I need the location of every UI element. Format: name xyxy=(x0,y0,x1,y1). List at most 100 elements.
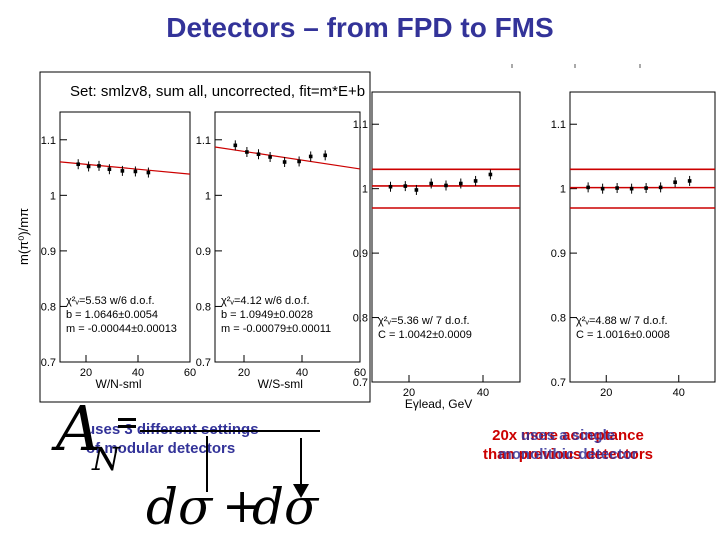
plot-frame xyxy=(214,111,361,363)
data-point xyxy=(644,186,648,190)
y-axis-label: m(π⁰)/mπ xyxy=(16,208,31,265)
slide-title: Detectors – from FPD to FMS xyxy=(166,12,554,43)
data-point xyxy=(429,181,433,186)
arrow-down-icon xyxy=(300,438,302,488)
data-point xyxy=(146,170,151,175)
formula-vbar xyxy=(206,436,208,492)
y-tick-label: 0.7 xyxy=(41,357,56,369)
formula-hline xyxy=(140,430,320,432)
data-point xyxy=(388,184,393,189)
y-tick-label: 0.9 xyxy=(353,248,368,260)
x-tick-label: 20 xyxy=(403,387,415,399)
charts-group: 0.7 0.8 0.9 1 1.1 20 40 60 W/N-sml χ²ᵥ=5.53 w/6 d… xyxy=(41,91,716,411)
y-tick-label: 0.7 xyxy=(353,377,368,389)
x-tick-label: 40 xyxy=(132,367,144,379)
note-right-overlay: uses a single monolithic detector xyxy=(452,426,684,464)
formula-dsigma-1: dσ xyxy=(146,478,213,536)
note-right-blue-line: uses a single xyxy=(520,427,616,444)
formula-n: N xyxy=(92,440,120,478)
y-tick-label: 1 xyxy=(205,190,211,202)
data-point xyxy=(586,185,590,190)
fit-annotation: b = 1.0646±0.0054 xyxy=(66,309,158,321)
data-point xyxy=(256,152,261,157)
data-point xyxy=(233,143,238,148)
y-tick-label: 0.9 xyxy=(551,248,566,260)
fit-line xyxy=(214,146,361,170)
y-tick-label: 0.8 xyxy=(196,301,211,313)
fit-annotation: C = 1.0042±0.0009 xyxy=(378,329,472,341)
fit-annotation: b = 1.0949±0.0028 xyxy=(221,309,313,321)
data-point xyxy=(658,185,663,190)
note-right-red-line: 20x more acceptance xyxy=(492,427,644,444)
note-right-blue-line: monolithic detector xyxy=(498,446,638,463)
x-tick-label: 40 xyxy=(477,387,489,399)
x-tick-label: 20 xyxy=(238,367,250,379)
note-left-line: of modular detectors xyxy=(86,440,236,457)
data-point xyxy=(403,184,408,188)
data-point xyxy=(86,164,91,169)
formula-bar xyxy=(118,418,136,421)
data-point xyxy=(673,180,677,185)
y-tick-label: 1 xyxy=(560,184,566,196)
fit-annotation: m = -0.00044±0.00013 xyxy=(66,323,177,335)
arrow-head-icon xyxy=(293,484,309,498)
plot-frame xyxy=(569,91,716,383)
y-tick-label: 1.1 xyxy=(551,119,566,131)
x-tick-label: 20 xyxy=(80,367,92,379)
x-axis-label: Eγlead, GeV xyxy=(405,397,472,411)
fit-annotation: m = -0.00079±0.00011 xyxy=(221,323,331,335)
formula-bar xyxy=(118,425,136,428)
data-point xyxy=(615,186,619,190)
data-point xyxy=(297,159,301,164)
plot-frame xyxy=(59,111,191,363)
y-tick-label: 0.8 xyxy=(551,313,566,325)
data-point xyxy=(268,155,272,159)
x-axis-label: W/S-sml xyxy=(258,377,303,391)
data-point xyxy=(459,181,463,186)
data-point xyxy=(444,183,448,188)
y-tick-label: 1 xyxy=(362,184,368,196)
x-axis-label: W/N-sml xyxy=(96,377,142,391)
y-tick-label: 0.8 xyxy=(41,301,56,313)
y-tick-label: 0.7 xyxy=(196,357,211,369)
data-point xyxy=(687,179,692,183)
formula-plus: + xyxy=(222,478,263,534)
fit-annotation: χ²ᵥ=5.53 w/6 d.o.f. xyxy=(66,295,155,307)
data-point xyxy=(245,150,249,154)
data-point xyxy=(600,186,605,191)
fit-annotation: χ²ᵥ=5.36 w/ 7 d.o.f. xyxy=(378,315,470,327)
fit-annotation: C = 1.0016±0.0008 xyxy=(576,329,670,341)
data-point xyxy=(308,154,313,159)
x-tick-label: 40 xyxy=(296,367,308,379)
data-point xyxy=(323,153,327,158)
data-point xyxy=(414,188,419,192)
data-point xyxy=(97,164,101,168)
y-tick-label: 1.1 xyxy=(353,119,368,131)
note-right-red-line: than previous detectors xyxy=(482,446,654,463)
note-monolithic: 20x more acceptance than previous detect… xyxy=(452,426,684,464)
y-tick-label: 0.9 xyxy=(41,246,56,258)
fpd-panel-header: Set: smlzv8, sum all, uncorrected, fit=m… xyxy=(70,83,365,100)
fit-line xyxy=(59,161,191,175)
data-point xyxy=(120,169,125,173)
data-point xyxy=(133,169,138,174)
data-point xyxy=(473,179,478,183)
plot-frame xyxy=(371,91,521,383)
y-tick-label: 1 xyxy=(50,190,56,202)
data-point xyxy=(282,160,287,164)
y-tick-label: 0.7 xyxy=(551,377,566,389)
formula-a: A xyxy=(56,392,101,465)
data-point xyxy=(76,162,80,167)
fit-annotation: χ²ᵥ=4.12 w/6 d.o.f. xyxy=(221,295,310,307)
y-tick-label: 0.9 xyxy=(196,246,211,258)
x-tick-label: 60 xyxy=(354,367,366,379)
data-point xyxy=(107,167,112,172)
x-tick-label: 20 xyxy=(600,387,612,399)
data-point xyxy=(488,172,493,177)
data-point xyxy=(629,186,634,191)
x-tick-label: 60 xyxy=(184,367,196,379)
y-tick-label: 0.8 xyxy=(353,313,368,325)
y-tick-label: 1.1 xyxy=(41,135,56,147)
fit-annotation: χ²ᵥ=4.88 w/ 7 d.o.f. xyxy=(576,315,668,327)
